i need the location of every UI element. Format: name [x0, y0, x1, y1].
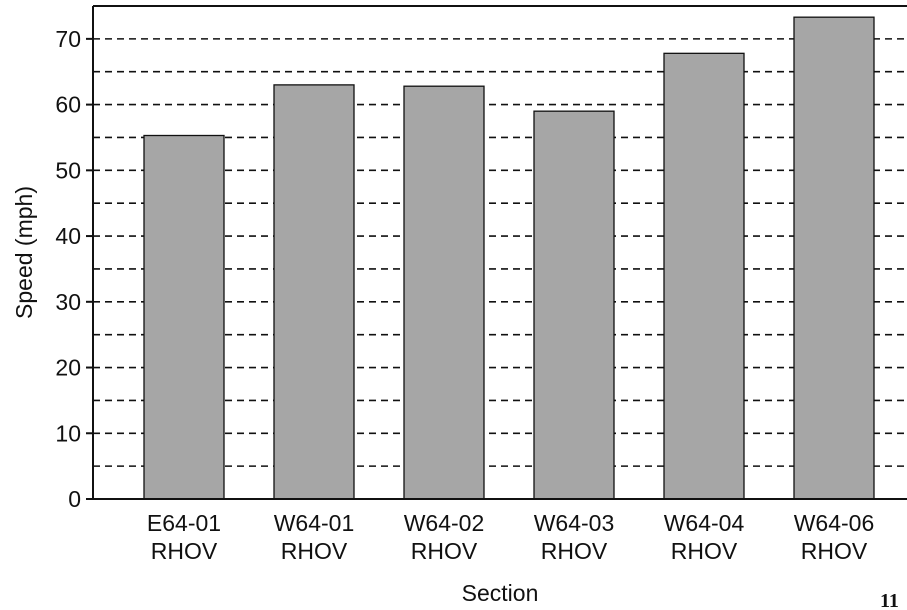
axes — [92, 5, 907, 500]
x-category-label: W64-01 RHOV — [274, 510, 355, 564]
bar — [793, 16, 875, 500]
x-category-label: W64-02 RHOV — [404, 510, 485, 564]
y-tick-label: 40 — [55, 223, 81, 249]
x-axis-title: Section — [462, 580, 539, 606]
y-tick-label: 70 — [55, 26, 81, 52]
y-tick-label: 10 — [55, 420, 81, 446]
y-tick-label: 20 — [55, 355, 81, 381]
x-category-label: E64-01 RHOV — [147, 510, 221, 564]
x-category-labels: E64-01 RHOV W64-01 RHOV W64-02 RHOV W64-03 RHOV… — [147, 510, 874, 564]
y-tick-label: 50 — [55, 157, 81, 183]
bar — [403, 85, 485, 500]
bars — [143, 16, 875, 500]
y-tick-label: 60 — [55, 92, 81, 118]
y-tick-labels: 0 10 20 30 40 50 60 70 — [55, 26, 93, 512]
bar — [533, 110, 615, 500]
bar — [273, 84, 355, 500]
page-number: 11 — [880, 590, 899, 610]
y-axis-title: Speed (mph) — [11, 186, 37, 319]
x-category-label: W64-06 RHOV — [794, 510, 875, 564]
bar — [143, 134, 225, 500]
bar — [663, 52, 745, 500]
y-tick-label: 0 — [68, 486, 81, 512]
x-category-label: W64-03 RHOV — [534, 510, 615, 564]
x-category-label: W64-04 RHOV — [664, 510, 745, 564]
y-tick-label: 30 — [55, 289, 81, 315]
